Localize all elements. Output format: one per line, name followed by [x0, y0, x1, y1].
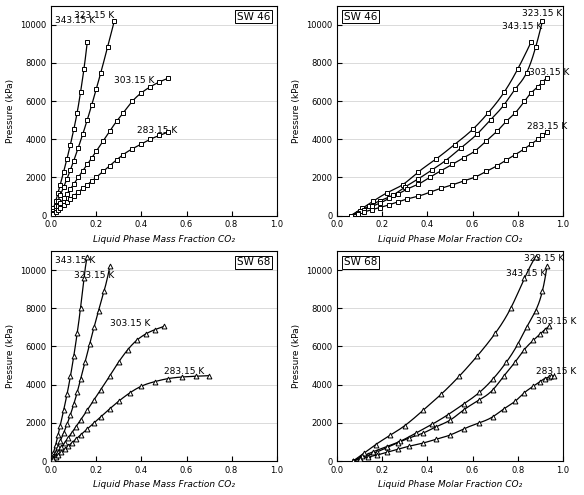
Text: 323.15 K: 323.15 K [522, 9, 562, 18]
Text: 303.15 K: 303.15 K [110, 319, 150, 328]
Text: SW 46: SW 46 [237, 12, 270, 22]
Text: 303.15 K: 303.15 K [536, 317, 576, 326]
X-axis label: Liquid Phase Molar Fraction CO₂: Liquid Phase Molar Fraction CO₂ [378, 481, 522, 490]
Text: 343.15 K: 343.15 K [502, 22, 542, 31]
Text: 323.15 K: 323.15 K [74, 271, 114, 280]
X-axis label: Liquid Phase Molar Fraction CO₂: Liquid Phase Molar Fraction CO₂ [378, 235, 522, 244]
Text: 283.15 K: 283.15 K [164, 367, 204, 376]
X-axis label: Liquid Phase Mass Fraction CO₂: Liquid Phase Mass Fraction CO₂ [93, 481, 235, 490]
Text: 283.15 K: 283.15 K [536, 367, 576, 376]
Y-axis label: Pressure (kPa): Pressure (kPa) [6, 324, 15, 388]
Text: 343.15 K: 343.15 K [55, 256, 95, 265]
X-axis label: Liquid Phase Mass Fraction CO₂: Liquid Phase Mass Fraction CO₂ [93, 235, 235, 244]
Text: 323.15 K: 323.15 K [524, 254, 565, 263]
Y-axis label: Pressure (kPa): Pressure (kPa) [6, 79, 15, 143]
Text: 343.15 K: 343.15 K [506, 269, 547, 278]
Text: SW 68: SW 68 [344, 257, 377, 267]
Y-axis label: Pressure (kPa): Pressure (kPa) [291, 79, 301, 143]
Text: SW 46: SW 46 [344, 12, 377, 22]
Text: SW 68: SW 68 [237, 257, 270, 267]
Text: 343.15 K: 343.15 K [55, 16, 95, 25]
Text: 303.15 K: 303.15 K [114, 76, 155, 85]
Text: 303.15 K: 303.15 K [529, 68, 569, 77]
Text: 283.15 K: 283.15 K [527, 122, 567, 131]
Text: 283.15 K: 283.15 K [137, 126, 177, 135]
Text: 323.15 K: 323.15 K [74, 10, 114, 20]
Y-axis label: Pressure (kPa): Pressure (kPa) [291, 324, 301, 388]
